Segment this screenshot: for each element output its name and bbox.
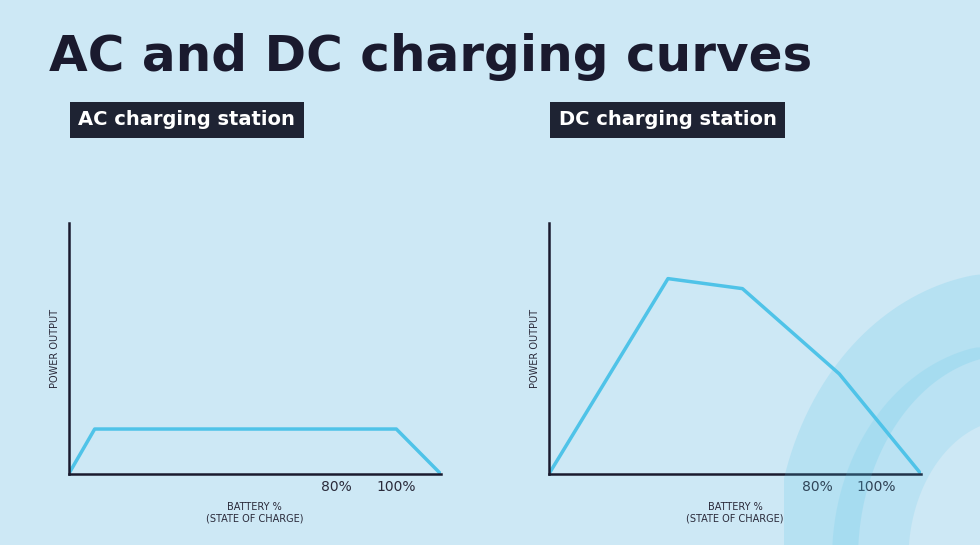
Text: DC charging station: DC charging station bbox=[559, 111, 776, 129]
Y-axis label: POWER OUTPUT: POWER OUTPUT bbox=[530, 310, 540, 388]
Text: AC and DC charging curves: AC and DC charging curves bbox=[49, 33, 812, 81]
X-axis label: BATTERY %
(STATE OF CHARGE): BATTERY % (STATE OF CHARGE) bbox=[206, 502, 304, 524]
X-axis label: BATTERY %
(STATE OF CHARGE): BATTERY % (STATE OF CHARGE) bbox=[686, 502, 784, 524]
Y-axis label: POWER OUTPUT: POWER OUTPUT bbox=[50, 310, 60, 388]
Text: AC charging station: AC charging station bbox=[78, 111, 295, 129]
